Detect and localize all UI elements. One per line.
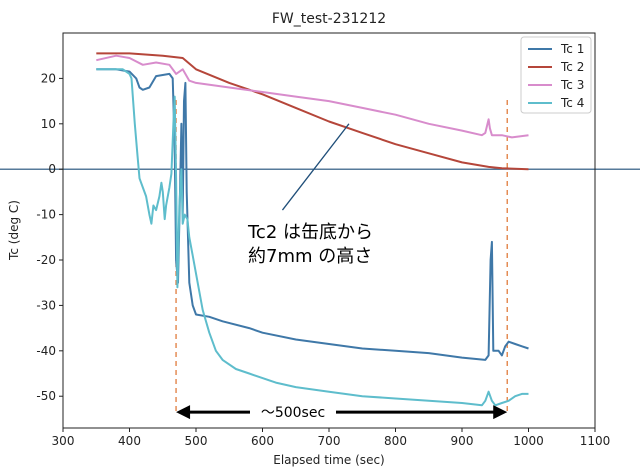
legend: Tc 1 Tc 2 Tc 3 Tc 4	[520, 36, 592, 114]
x-tick-label: 400	[118, 434, 141, 448]
series-line-tc-4	[96, 68, 529, 407]
series-line-tc-3	[96, 54, 529, 139]
callout-text-line2: 約7mm の高さ	[248, 246, 372, 267]
series-line-tc-2	[96, 52, 529, 171]
axis-ticks: 300 400 500 600 700 800 900 1000 1100 -50 -40 -30 -2…	[36, 71, 610, 448]
series-line-tc-1	[96, 68, 529, 361]
y-tick-label: -10	[36, 208, 56, 222]
x-tick-label: 900	[451, 434, 474, 448]
y-tick-label: -20	[36, 253, 56, 267]
y-tick-label: -40	[36, 344, 56, 358]
legend-label-tc-2: Tc 2	[560, 60, 584, 74]
legend-label-tc-4: Tc 4	[560, 96, 584, 110]
x-tick-label: 300	[52, 434, 75, 448]
callout-text-line1: Tc2 は缶底から	[247, 222, 373, 243]
callout-line	[281, 123, 350, 211]
y-tick-label: 10	[41, 117, 56, 131]
x-axis-label: Elapsed time (sec)	[273, 453, 384, 467]
span-arrowhead-left	[176, 405, 191, 420]
x-tick-label: 500	[185, 434, 208, 448]
x-tick-label: 700	[318, 434, 341, 448]
legend-label-tc-1: Tc 1	[560, 42, 584, 56]
legend-box	[520, 36, 592, 114]
y-tick-label: 0	[48, 162, 56, 176]
x-tick-label: 800	[384, 434, 407, 448]
y-tick-label: -30	[36, 298, 56, 312]
plot-area	[0, 52, 640, 412]
y-axis-label: Tc (deg C)	[7, 200, 21, 261]
y-tick-label: 20	[41, 71, 56, 85]
span-label: ～500sec	[261, 405, 325, 421]
y-tick-label: -50	[36, 389, 56, 403]
span-arrowhead-right	[493, 405, 508, 420]
x-tick-label: 1000	[513, 434, 544, 448]
chart-title: FW_test-231212	[272, 11, 386, 27]
legend-label-tc-3: Tc 3	[560, 78, 584, 92]
x-tick-label: 600	[251, 434, 274, 448]
x-tick-label: 1100	[580, 434, 611, 448]
